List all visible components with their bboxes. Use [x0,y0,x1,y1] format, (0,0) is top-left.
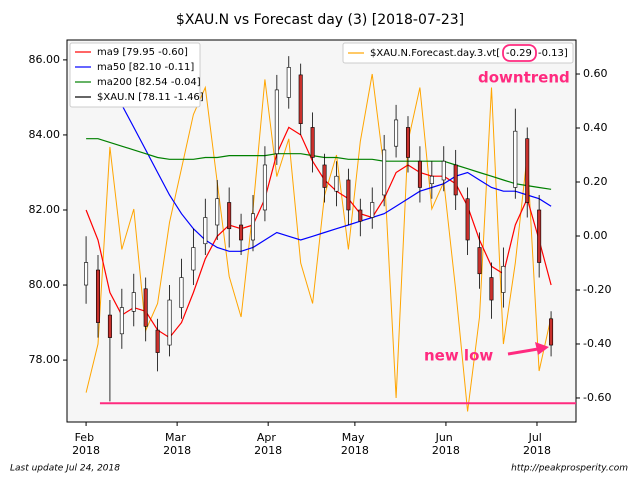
candle-body [310,127,315,158]
x-tick-label: Apr 2018 [254,431,282,457]
legend-label: $XAU.N.Forecast.day.3.vt[ [370,48,500,59]
candle-body [119,307,124,335]
candle-body [477,247,482,275]
series-line [86,138,552,190]
annotation-arrowhead [535,342,549,355]
candle-body [227,202,232,230]
y2-tick-label: -0.20 [583,283,611,296]
candle-body [322,164,327,188]
candle-body [131,292,136,312]
legend-label: ma9 [79.95 -0.60] [97,47,188,58]
candle-body [525,138,530,203]
y-tick-label: 82.00 [29,203,61,216]
candle-body [346,179,351,211]
candle-body [298,74,303,124]
x-tick-label: May 2018 [341,431,369,457]
candle-body [453,164,458,196]
candle-body [501,265,506,293]
candle-body [95,269,100,323]
y-tick-label: 84.00 [29,128,61,141]
candle-body [465,198,470,241]
series-line [85,73,552,412]
y2-tick-label: 0.60 [583,67,608,80]
candle-body [143,288,148,327]
legend-box [69,42,201,108]
y2-tick-label: 0.00 [583,229,608,242]
y2-tick-label: -0.40 [583,337,611,350]
y-tick-label: 86.00 [29,53,61,66]
candle-body [274,89,279,154]
candle-body [537,209,542,263]
series-line [85,126,552,339]
candle-body [191,247,196,271]
candle-body [334,175,339,192]
candle-body [239,224,244,241]
y2-tick-label: -0.60 [583,391,611,404]
legend-value: -0.29 [506,48,532,59]
candle-body [155,329,160,353]
candle-body [405,127,410,158]
candle-body [179,277,184,308]
candle-body [489,277,494,301]
candle-body [370,202,375,218]
candle-body [107,314,112,338]
candle-body [250,213,255,241]
candle-body [262,164,267,211]
legend-label: ma200 [82.54 -0.04] [97,77,201,88]
legend-box [342,42,574,64]
candle-body [215,198,220,226]
candle-body [394,119,399,147]
legend-label: $XAU.N [78.11 -1.46] [97,92,204,103]
y2-tick-label: 0.20 [583,175,608,188]
candle-body [203,217,208,245]
legend-value: -0.13] [538,48,568,59]
candle-body [549,318,554,346]
candle-body [441,160,446,181]
x-tick-label: Jun 2018 [432,431,460,457]
candle-body [513,130,518,188]
footer-right: http://peakprosperity.com [511,464,628,474]
annotation-arrow [507,347,539,356]
y-tick-label: 78.00 [29,353,61,366]
candle-body [286,67,291,98]
annotation: new low [424,347,493,365]
chart-title: $XAU.N vs Forecast day (3) [2018-07-23] [176,12,464,28]
candle-body [429,175,434,185]
candle-body [417,160,422,188]
footer-left: Last update Jul 24, 2018 [10,464,120,474]
x-tick-label: Jul 2018 [523,431,551,457]
candle-body [84,262,89,286]
candle-body [382,149,387,196]
legend-highlight-ring [502,44,537,62]
legend-label: ma50 [82.10 -0.11] [97,62,194,73]
annotation: downtrend [478,69,570,87]
y-tick-label: 80.00 [29,278,61,291]
x-tick-label: Feb 2018 [72,431,100,457]
series-line [85,44,552,252]
candle-body [358,209,363,222]
y2-tick-label: 0.40 [583,121,608,134]
candle-body [167,299,172,346]
x-tick-label: Mar 2018 [163,431,191,457]
